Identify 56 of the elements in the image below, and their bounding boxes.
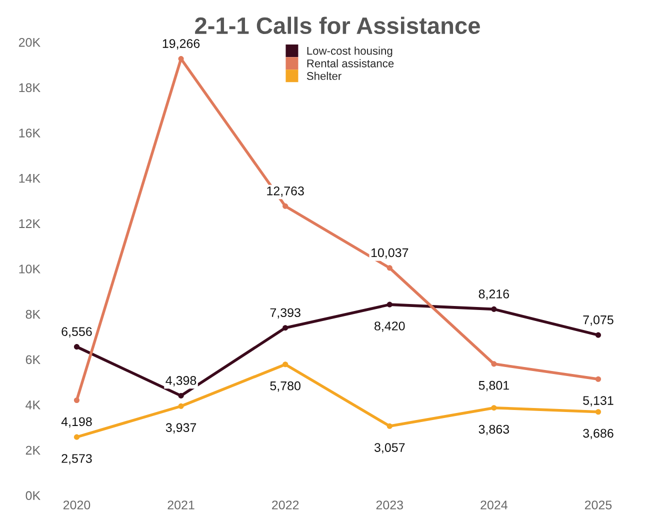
point [74, 434, 80, 440]
x-tick-label: 2024 [480, 500, 508, 510]
data-label: 5,801 [478, 380, 509, 392]
data-label: 8,420 [374, 322, 405, 332]
legend-label: Shelter [306, 72, 342, 80]
data-label: 3,937 [166, 423, 196, 434]
data-label: 8,216 [478, 290, 510, 300]
x-tick-label: 2025 [584, 500, 612, 510]
data-label: 3,863 [478, 424, 510, 436]
point [386, 302, 392, 308]
data-label: 10,037 [371, 248, 408, 259]
y-tick-label: 2K [26, 446, 40, 455]
data-label: 6,556 [62, 327, 92, 338]
point [386, 423, 392, 429]
x-tick-label: 2020 [63, 500, 90, 510]
data-label: 5,780 [270, 381, 300, 392]
data-label: 19,266 [162, 39, 200, 50]
x-tick-label: 2021 [168, 500, 194, 510]
point [282, 362, 288, 368]
y-tick-label: 10K [19, 264, 40, 274]
data-label: 5,131 [583, 396, 614, 406]
data-label: 3,057 [374, 443, 405, 454]
y-tick-label: 6K [26, 355, 40, 364]
y-tick-label: 12K [19, 219, 40, 228]
point [491, 306, 497, 312]
y-tick-label: 18K [19, 83, 40, 92]
point [282, 203, 288, 209]
data-label: 12,763 [267, 186, 304, 197]
point [74, 344, 80, 350]
y-tick-label: 4K [26, 400, 40, 410]
data-label: 4,398 [166, 376, 196, 386]
y-tick-label: 8K [26, 310, 40, 319]
point [386, 265, 392, 271]
y-tick-label: 0K [26, 491, 40, 500]
point [595, 332, 602, 338]
point [178, 403, 184, 409]
point [491, 405, 497, 411]
data-label: 4,198 [61, 417, 92, 428]
point [491, 361, 497, 367]
x-tick-label: 2022 [272, 500, 299, 510]
legend-label: Rental assistance [307, 59, 394, 68]
data-label: 2,573 [62, 454, 92, 464]
point [282, 325, 288, 331]
data-label: 7,393 [270, 308, 300, 319]
point [595, 376, 602, 382]
point [178, 392, 184, 398]
y-tick-label: 20K [18, 38, 40, 47]
point [595, 409, 602, 415]
y-tick-label: 14K [19, 174, 40, 183]
y-tick-label: 16K [19, 128, 40, 138]
chart-title: 2-1-1 Calls for Assistance [195, 16, 480, 34]
data-label: 3,686 [583, 428, 614, 440]
legend-label: Low-cost housing [307, 46, 392, 57]
point [74, 397, 80, 404]
data-label: 7,075 [583, 315, 614, 326]
x-tick-label: 2023 [376, 500, 403, 510]
